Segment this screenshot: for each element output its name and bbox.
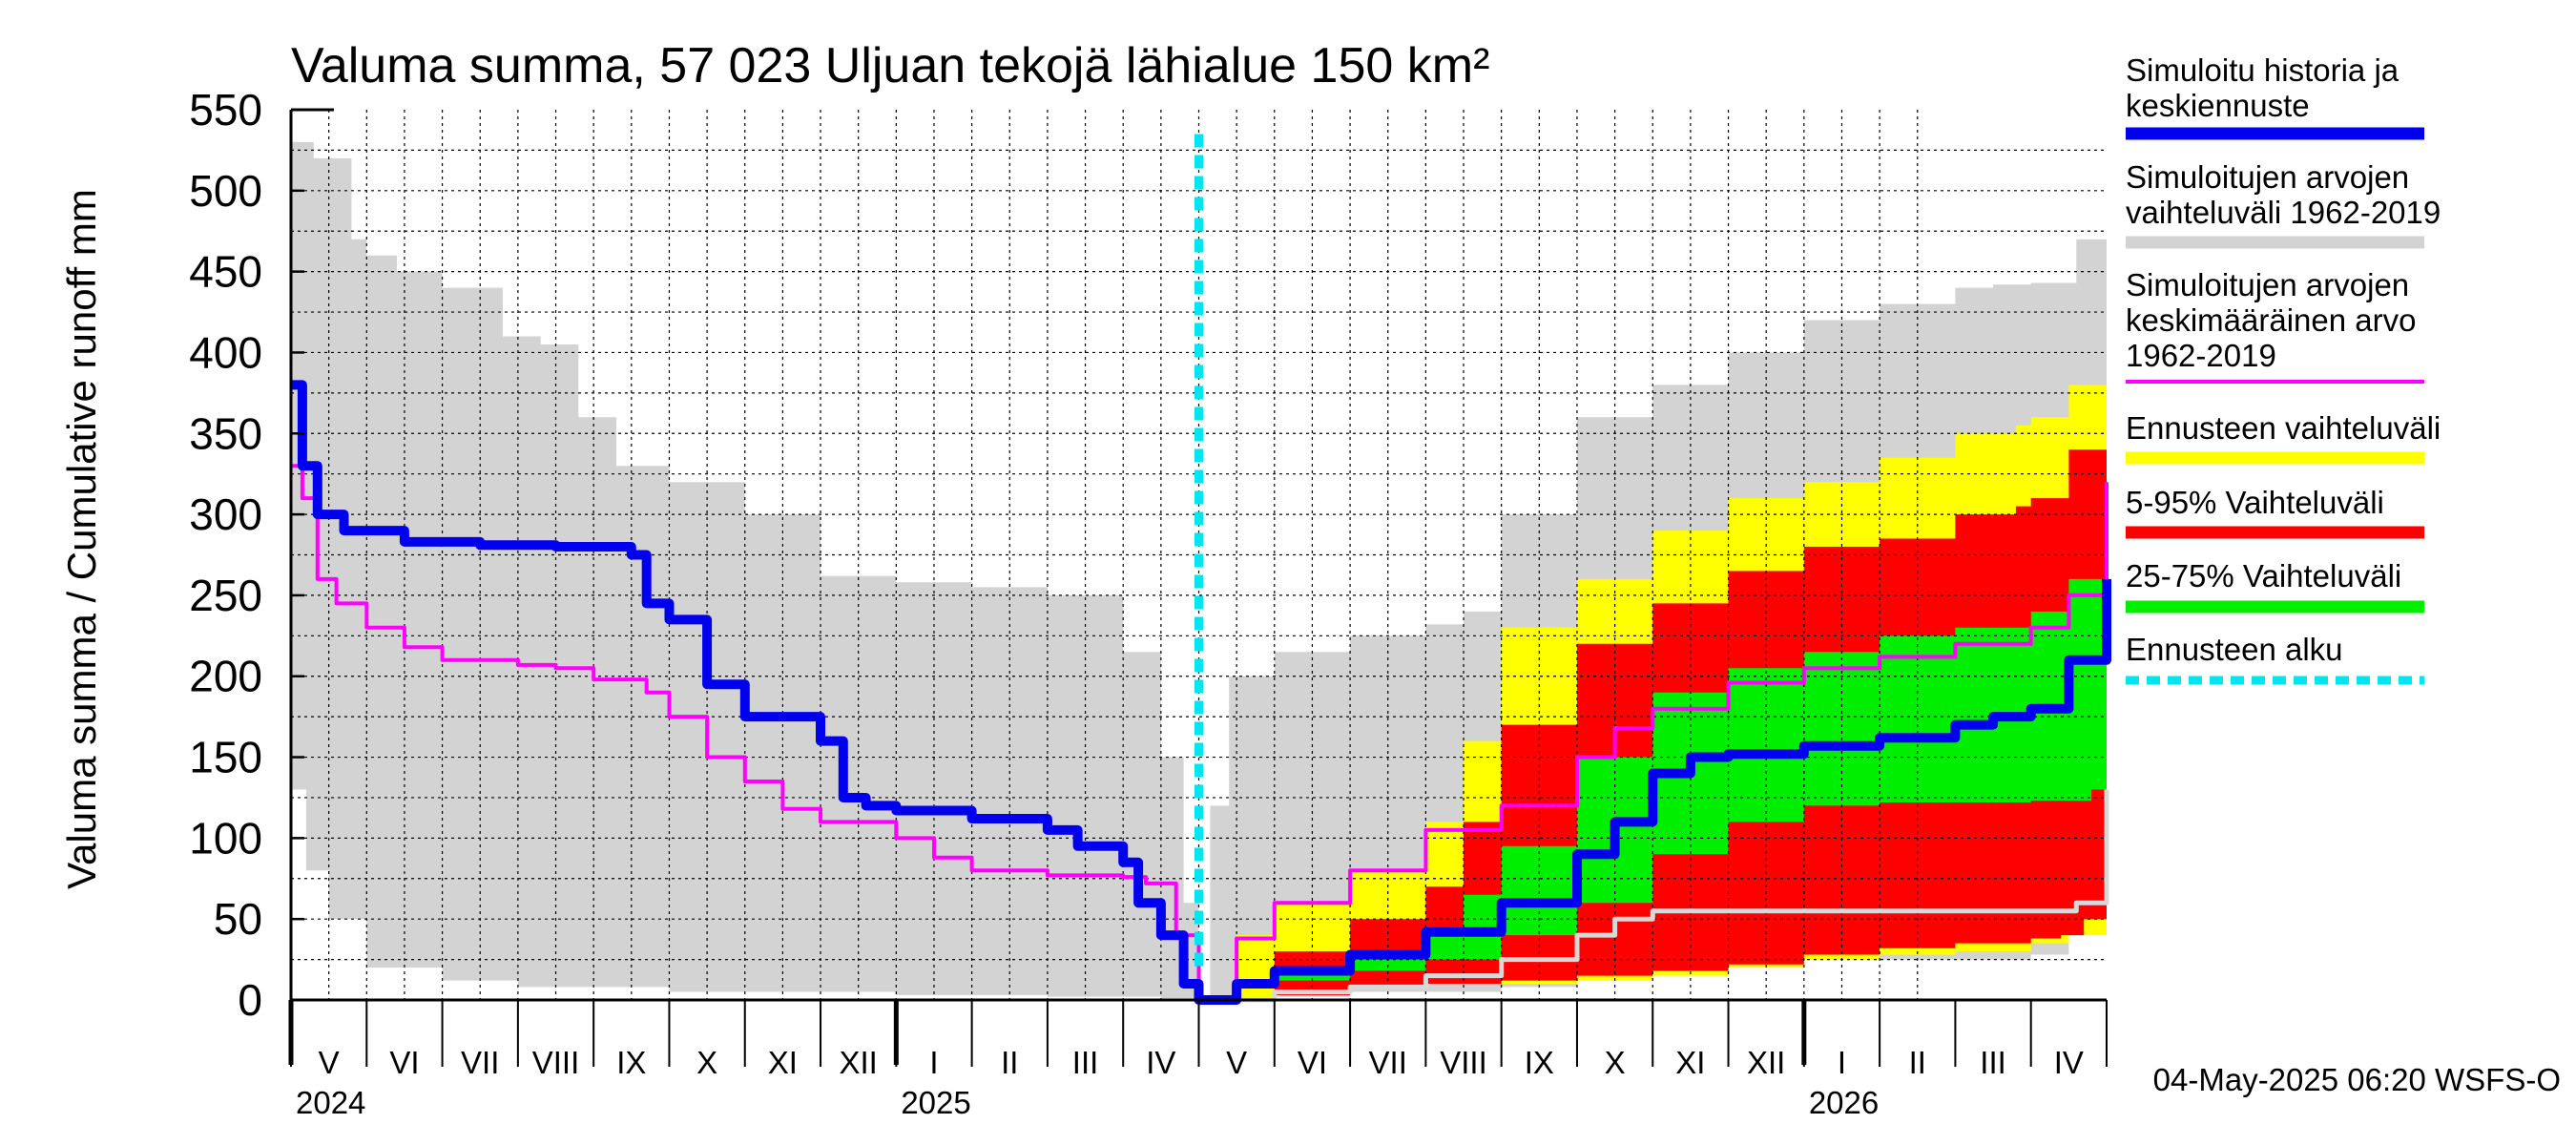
y-tick-label: 50 [214,894,262,944]
month-tick-label: II [1909,1045,1926,1080]
legend-label: Simuloitujen arvojen [2126,267,2409,302]
legend-label: Ennusteen vaihteluväli [2126,410,2441,446]
chart-title: Valuma summa, 57 023 Uljuan tekojä lähia… [291,38,1489,94]
month-tick-label: VI [1298,1045,1327,1080]
legend-label: 1962-2019 [2126,338,2276,373]
month-tick-label: IV [1146,1045,1175,1080]
y-tick-label: 550 [189,85,262,135]
month-tick-label: IX [1525,1045,1554,1080]
month-tick-label: X [1605,1045,1626,1080]
month-tick-label: III [1072,1045,1099,1080]
y-tick-label: 500 [189,166,262,216]
legend-label: 5-95% Vaihteluväli [2126,485,2384,520]
legend-label: keskiennuste [2126,88,2310,123]
y-tick-label: 250 [189,571,262,620]
y-tick-label: 100 [189,813,262,863]
y-axis-label: Valuma summa / Cumulative runoff mm [59,189,104,889]
hist-low-line [1198,789,2109,1003]
month-tick-label: XI [768,1045,798,1080]
month-tick-label: VIII [532,1045,580,1080]
timestamp: 04-May-2025 06:20 WSFS-O [2153,1062,2561,1097]
legend-label: Ennusteen alku [2126,632,2343,667]
month-tick-label: VII [1369,1045,1407,1080]
month-tick-label: XI [1675,1045,1705,1080]
month-tick-label: VII [461,1045,499,1080]
legend-label: vaihteluväli 1962-2019 [2126,195,2441,230]
month-tick-label: XII [840,1045,878,1080]
month-tick-label: XII [1747,1045,1785,1080]
simulated-line [291,380,2111,1005]
year-tick-label: 2024 [296,1085,365,1120]
month-tick-label: I [929,1045,938,1080]
mean-line [291,464,2109,1002]
month-tick-label: IV [2054,1045,2084,1080]
year-tick-label: 2025 [901,1085,970,1120]
y-tick-label: 150 [189,733,262,782]
month-tick-label: V [319,1045,340,1080]
legend-label: keskimääräinen arvo [2126,302,2416,338]
y-tick-label: 0 [238,975,262,1025]
month-tick-label: X [696,1045,717,1080]
legend-label: 25-75% Vaihteluväli [2126,558,2401,593]
month-tick-label: VIII [1440,1045,1487,1080]
y-tick-label: 200 [189,652,262,701]
month-tick-label: I [1838,1045,1846,1080]
legend-label: Simuloitu historia ja [2126,52,2399,88]
legend-label: Simuloitujen arvojen [2126,159,2409,195]
y-tick-label: 350 [189,408,262,458]
y-tick-label: 300 [189,489,262,539]
y-tick-label: 450 [189,247,262,297]
month-tick-label: III [1980,1045,2006,1080]
month-tick-label: V [1226,1045,1247,1080]
month-tick-label: VI [389,1045,419,1080]
line-layer [291,134,2111,1005]
month-tick-label: II [1001,1045,1018,1080]
year-tick-label: 2026 [1809,1085,1879,1120]
month-tick-label: IX [616,1045,646,1080]
y-tick-label: 400 [189,327,262,377]
